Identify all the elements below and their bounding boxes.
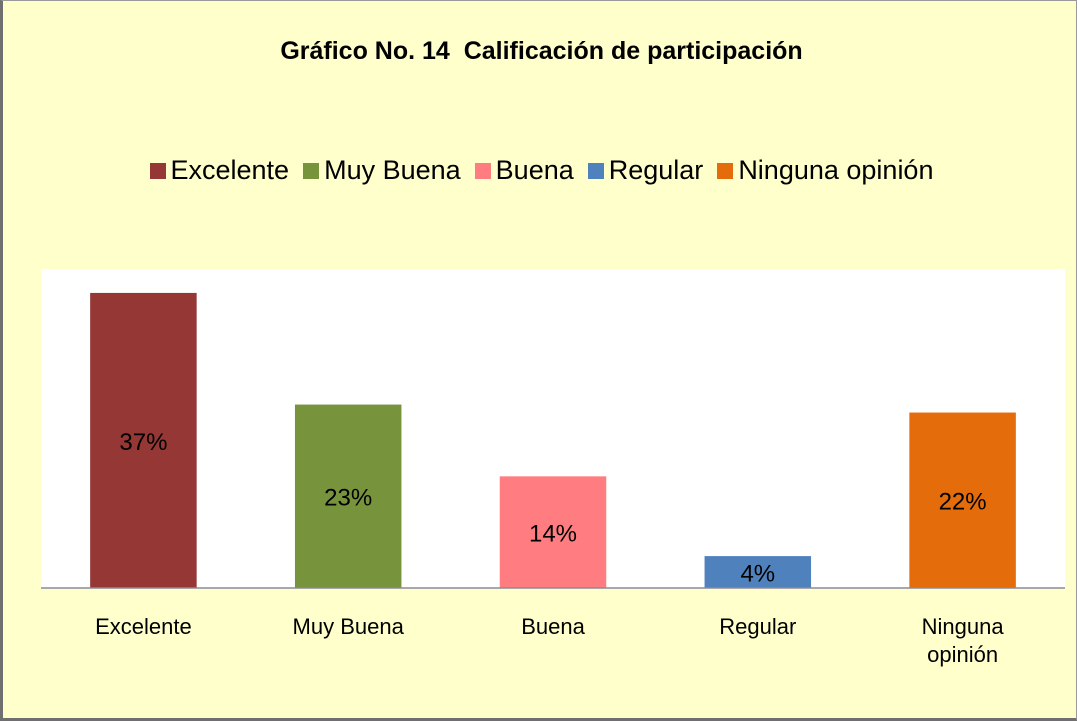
data-label: 37% [119,429,167,456]
bar [294,404,402,588]
legend-item: Buena [474,155,574,186]
data-label: 23% [324,485,372,512]
legend-label: Excelente [170,155,290,185]
legend-label: Muy Buena [324,155,461,185]
legend-label: Regular [608,155,704,185]
legend-swatch [474,162,491,179]
legend-swatch [587,162,604,179]
legend-swatch [303,162,320,179]
x-tick-label: Muy Buena [292,614,404,639]
bar [499,476,607,588]
legend-swatch [717,162,734,179]
legend-item: Excelente [149,155,290,186]
bar [90,292,197,588]
legend-item: Regular [587,155,704,186]
legend-label: Buena [495,155,574,185]
legend-label: Ninguna opinión [738,155,934,185]
data-label: 22% [939,489,987,516]
data-label: 14% [529,521,577,548]
data-label: 4% [740,560,775,587]
bar [909,412,1016,588]
bar [704,556,812,588]
legend-item: Ninguna opinión [717,155,933,186]
legend-item: Muy Buena [303,155,461,186]
plot: 37% 23% 14% 4% 22% [41,269,1065,589]
x-tick-label: Buena [521,614,585,639]
x-tick-label: Regular [719,614,797,639]
x-tick-label: Ninguna opinión [921,614,1004,667]
chart-title: Gráfico No. 14 Calificación de participa… [280,37,803,65]
x-tick-label: Excelente [95,614,192,639]
legend-swatch [149,162,166,179]
legend: Excelente Muy Buena Buena Regular Ninguna op… [3,155,1077,186]
